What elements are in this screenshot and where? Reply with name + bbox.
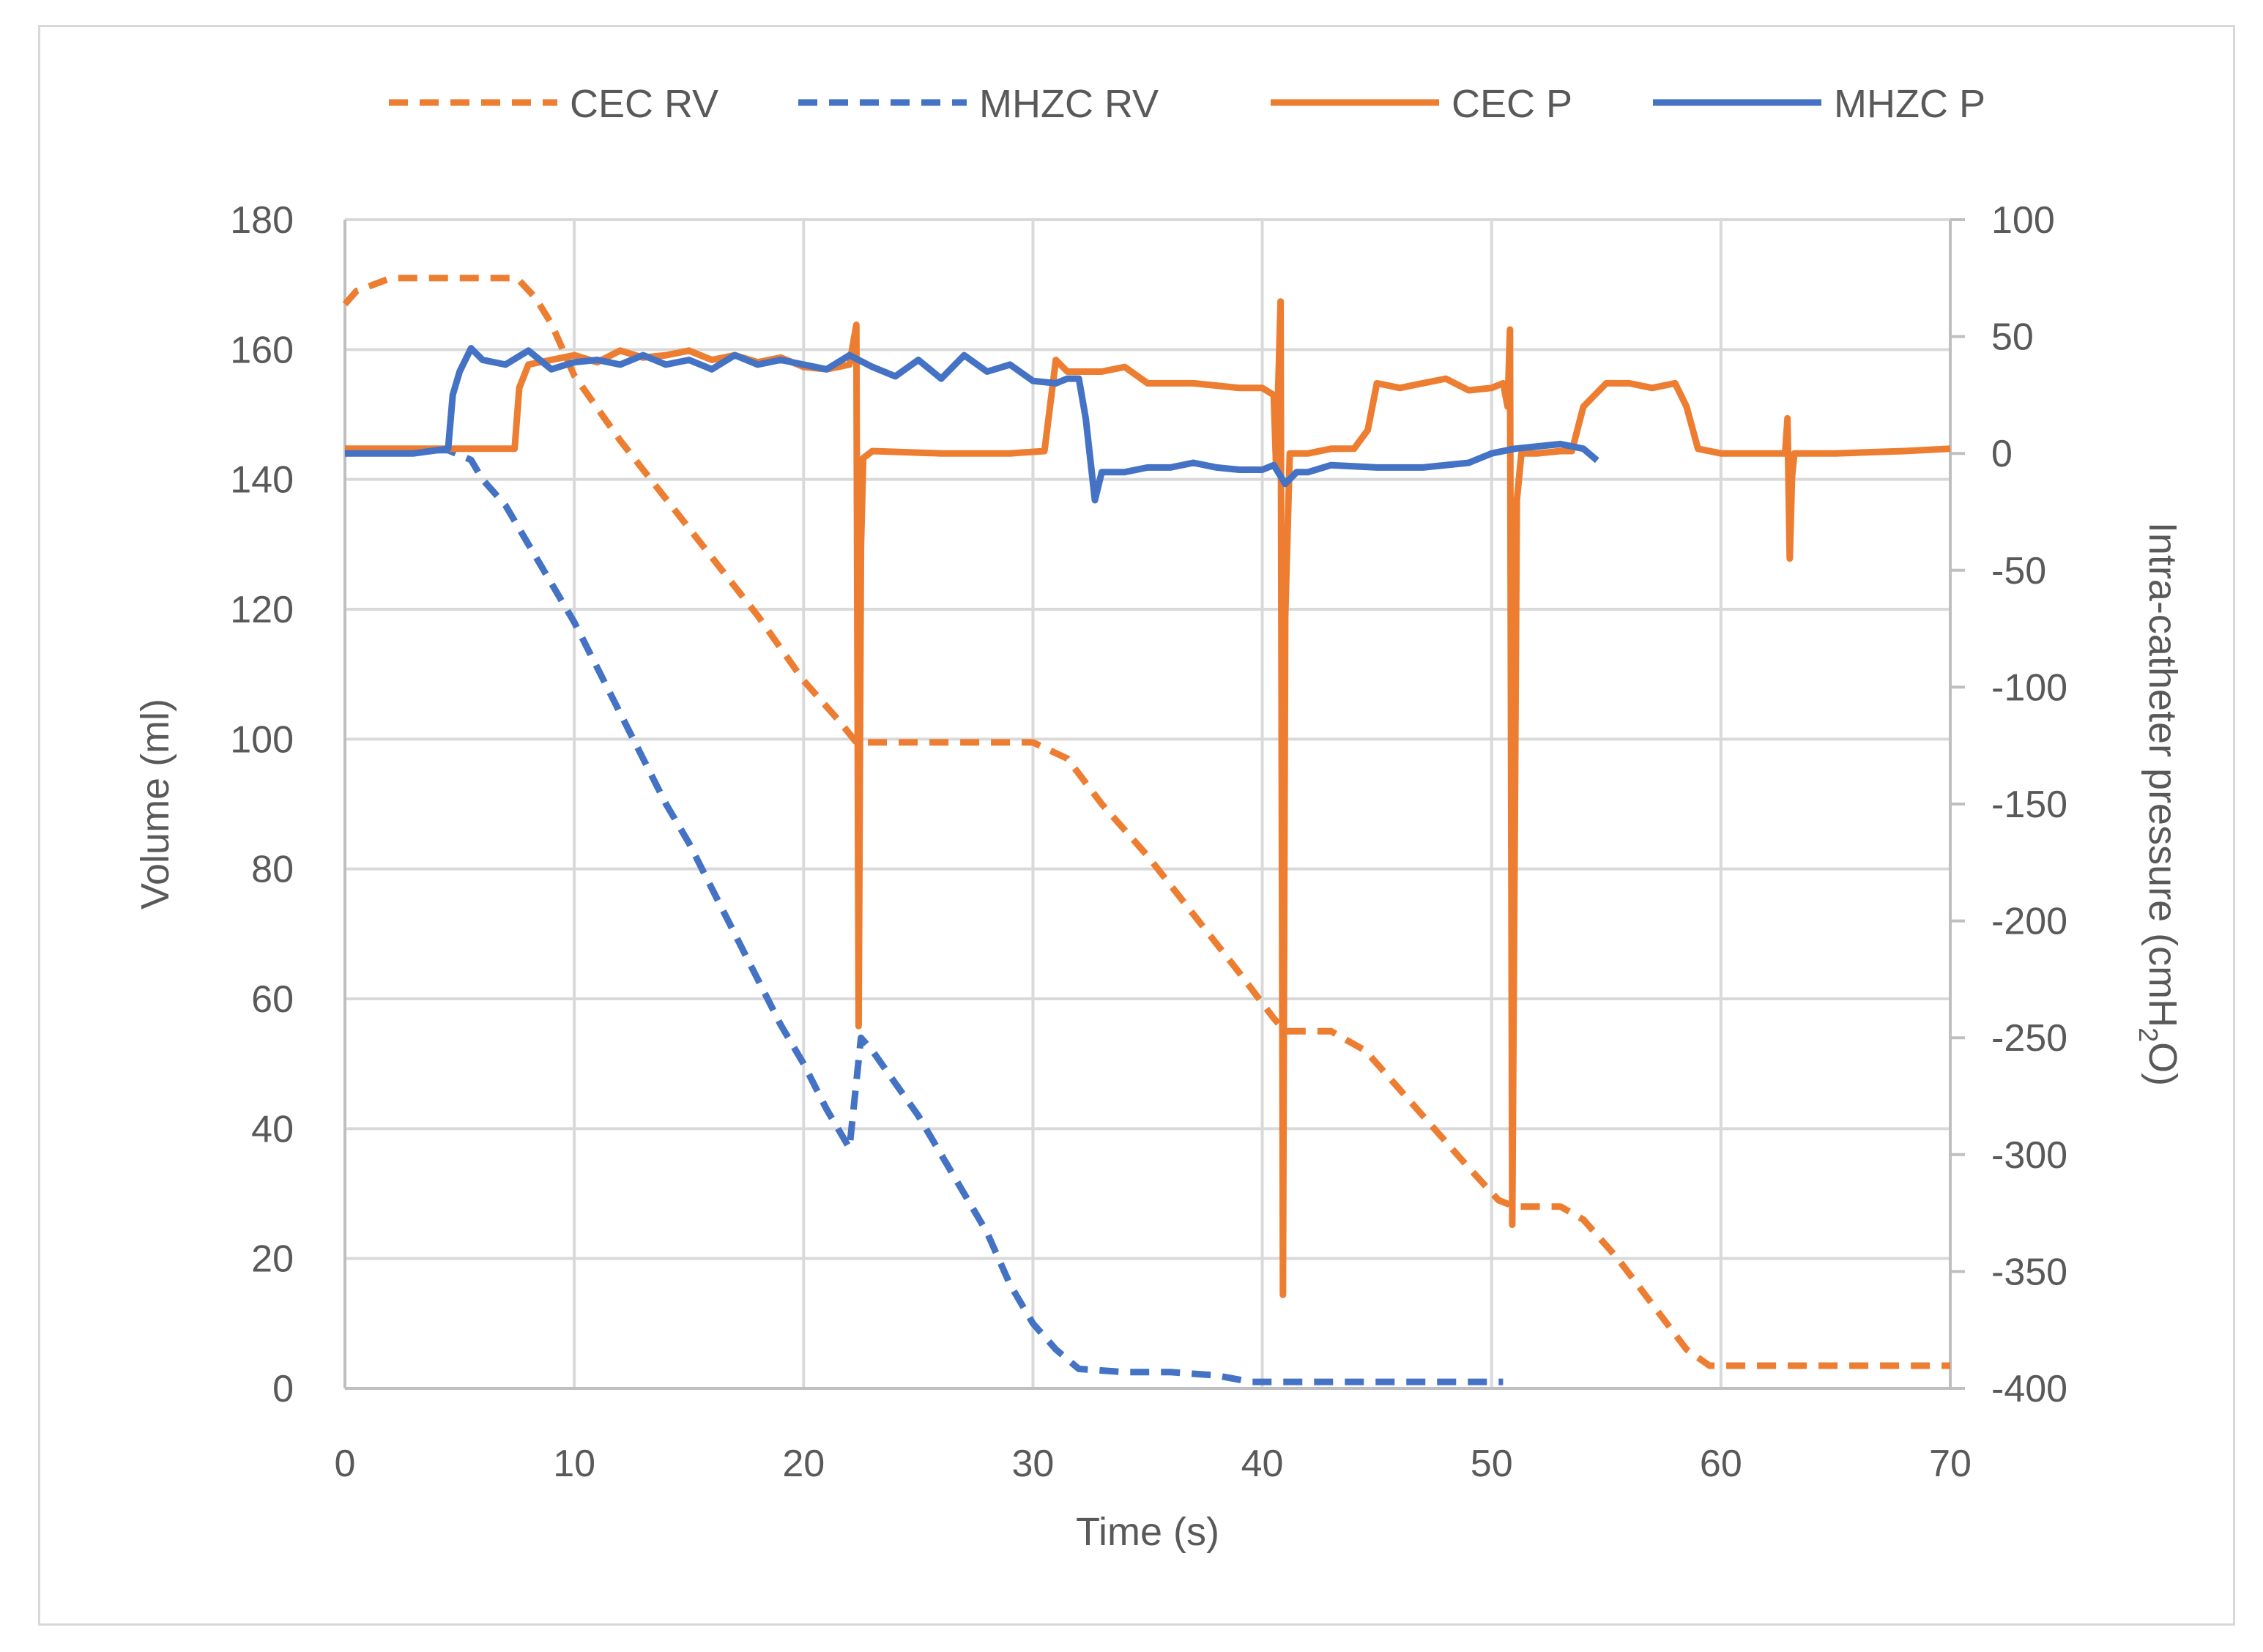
x-axis-label: Time (s)	[1076, 1510, 1219, 1554]
y2-axis-label: Intra-catheter pressure (cmH2O)	[2133, 522, 2185, 1086]
series-line-cec-rv	[342, 275, 1950, 1369]
legend-label-cec-p: CEC P	[1452, 82, 1572, 126]
x-tick-label: 60	[1700, 1443, 1742, 1485]
y2-tick-label: -250	[1991, 1017, 2067, 1060]
y-tick-label: 40	[251, 1108, 294, 1150]
y2-tick-label: -200	[1991, 901, 2067, 943]
y-tick-label: 180	[230, 199, 294, 242]
x-tick-label: 10	[553, 1443, 595, 1485]
y-tick-label: 160	[230, 329, 294, 371]
y2-tick-label: 0	[1991, 433, 2013, 475]
y-tick-label: 20	[251, 1238, 294, 1281]
y2-tick-label: 100	[1991, 199, 2055, 242]
y2-axis-label-main: Intra-catheter pressure (cmH	[2141, 522, 2185, 1027]
axes	[343, 218, 1965, 1390]
y-tick-label: 120	[230, 589, 294, 631]
y2-tick-label: -150	[1991, 784, 2067, 826]
x-tick-label: 40	[1241, 1443, 1284, 1485]
legend-label-mhzc-p: MHZC P	[1834, 82, 1985, 126]
x-tick-label: 20	[782, 1443, 825, 1485]
y2-axis-label-subscript: 2	[2133, 1027, 2163, 1042]
y2-tick-label: -50	[1991, 550, 2046, 592]
gridlines	[345, 218, 1952, 1388]
y2-tick-label: -300	[1991, 1134, 2067, 1177]
series-line-cec-p	[345, 298, 1951, 1298]
legend-label-mhzc-rv: MHZC RV	[979, 82, 1159, 126]
y-tick-label: 60	[251, 978, 294, 1021]
y2-tick-label: 50	[1991, 316, 2034, 359]
y-tick-label: 100	[230, 718, 294, 761]
y2-tick-label: -350	[1991, 1251, 2067, 1293]
y-tick-label: 0	[272, 1368, 294, 1410]
series-layer	[342, 275, 1951, 1385]
x-tick-label: 0	[335, 1443, 356, 1485]
x-tick-label: 70	[1929, 1443, 1972, 1485]
chart-frame: 0 20 40 60 80 100 120 140 160 180 0 10 20 30 40 50 60 70-…	[38, 25, 2235, 1626]
x-tick-label: 50	[1471, 1443, 1513, 1485]
series-line-mhzc-rv	[345, 447, 1504, 1385]
legend: CEC RV MHZC RV CEC P MHZC P	[389, 82, 1985, 126]
y2-axis-label-end: O)	[2141, 1042, 2185, 1086]
y2-tick-label: -100	[1991, 666, 2067, 709]
x-tick-label: 30	[1012, 1443, 1055, 1485]
y-axis-label: Volume (ml)	[133, 699, 177, 909]
y-tick-label: 80	[251, 849, 294, 891]
y-tick-label: 140	[230, 459, 294, 502]
y2-tick-label: -400	[1991, 1368, 2067, 1410]
legend-label-cec-rv: CEC RV	[570, 82, 718, 126]
series-line-mhzc-p	[345, 345, 1599, 504]
